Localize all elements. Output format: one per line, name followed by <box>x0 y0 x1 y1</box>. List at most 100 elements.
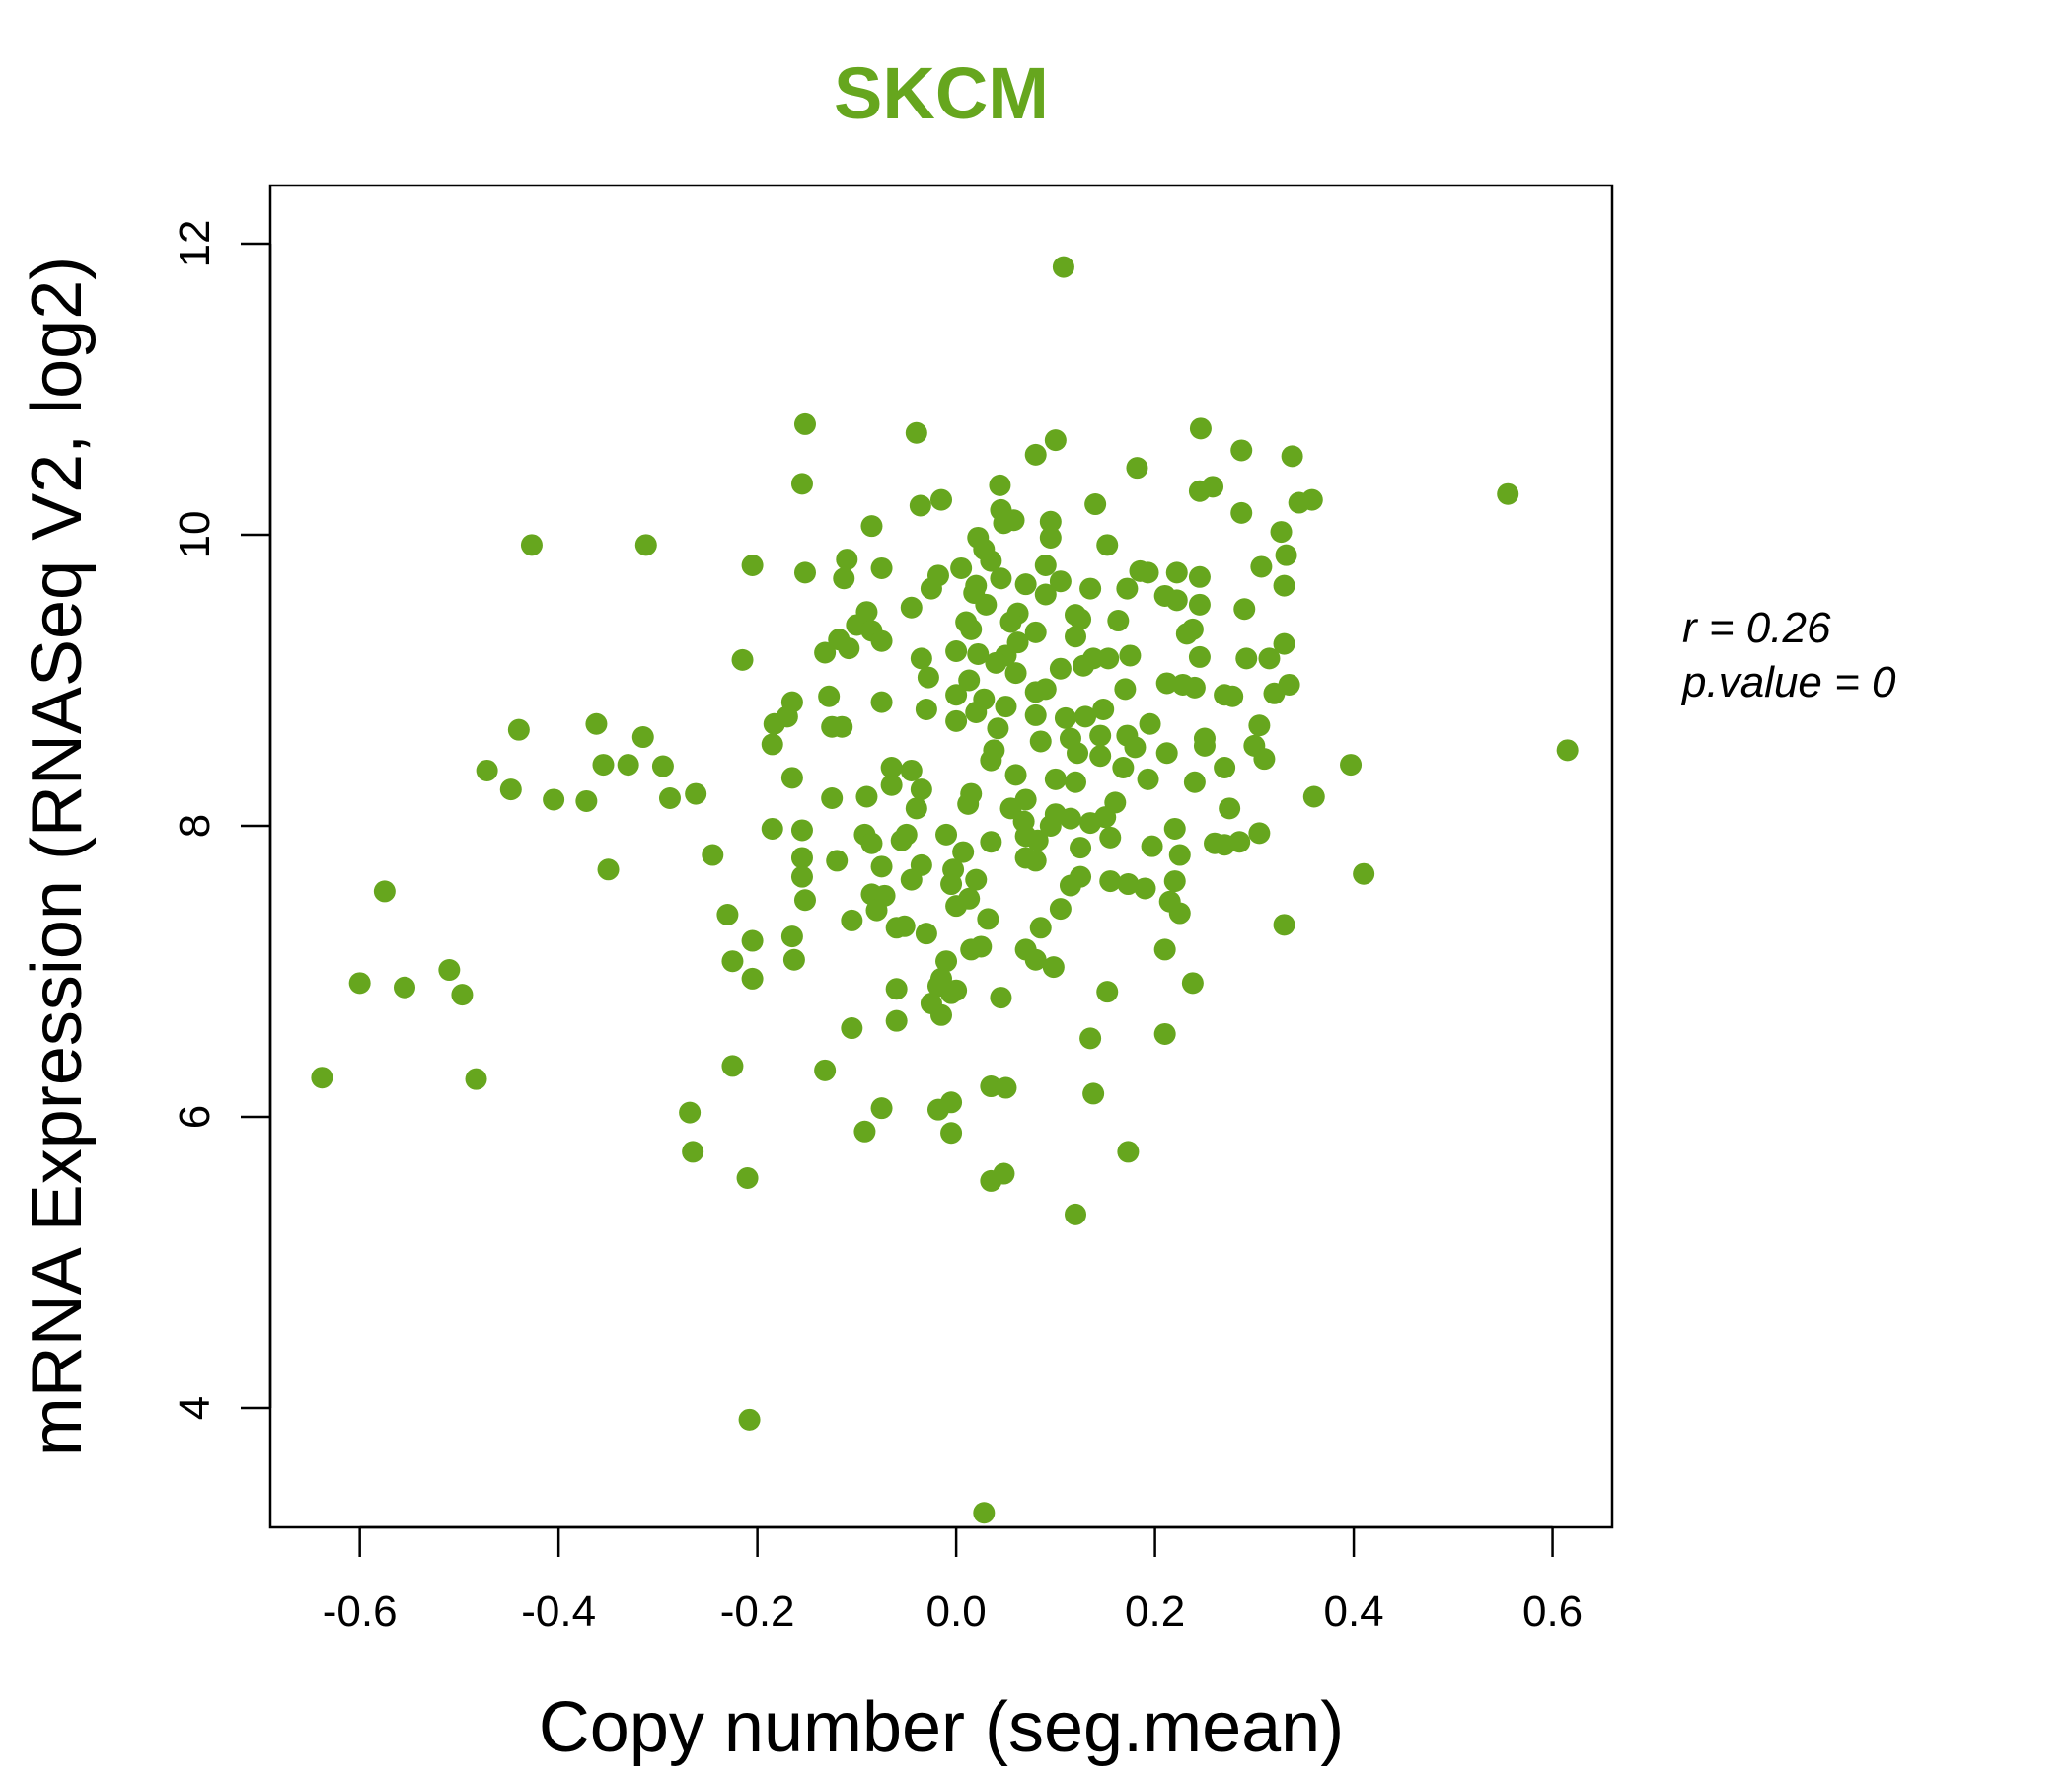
data-point <box>617 754 639 777</box>
data-point <box>952 841 975 863</box>
data-point <box>1250 555 1273 578</box>
data-point <box>1281 445 1303 468</box>
data-point <box>1070 837 1092 859</box>
data-point <box>651 755 674 777</box>
data-point <box>592 754 615 777</box>
data-point <box>995 1076 1017 1099</box>
data-point <box>885 978 908 1000</box>
data-point <box>1049 570 1072 593</box>
data-point <box>1079 1027 1102 1050</box>
data-point <box>930 1003 952 1026</box>
data-point <box>1059 807 1081 830</box>
data-point <box>1089 745 1112 768</box>
data-point <box>1556 739 1579 762</box>
data-point <box>721 950 744 973</box>
data-point <box>910 647 932 670</box>
data-point <box>950 556 973 579</box>
data-point <box>1193 734 1216 757</box>
data-point <box>373 880 396 903</box>
data-point <box>860 515 883 538</box>
data-point <box>1099 870 1122 893</box>
x-tick-label: 0.4 <box>1323 1588 1383 1636</box>
data-point <box>741 929 764 952</box>
data-point <box>957 792 980 815</box>
data-point <box>1137 561 1159 584</box>
data-point <box>826 850 849 872</box>
data-point <box>1126 457 1148 480</box>
data-point <box>900 759 923 781</box>
data-point <box>987 717 1009 740</box>
data-point <box>1073 654 1095 677</box>
data-point <box>1219 797 1241 820</box>
data-point <box>1039 526 1062 549</box>
data-point <box>451 984 474 1006</box>
data-point <box>1340 754 1363 777</box>
data-point <box>1004 662 1027 685</box>
data-point <box>721 1055 744 1077</box>
data-point <box>311 1067 333 1089</box>
data-point <box>885 1009 908 1032</box>
data-point <box>790 865 813 888</box>
x-axis-label: Copy number (seg.mean) <box>539 1688 1344 1767</box>
data-point <box>1065 1203 1086 1225</box>
data-point <box>1067 742 1089 765</box>
data-point <box>780 925 803 948</box>
data-point <box>1353 862 1375 885</box>
data-point <box>1097 647 1120 670</box>
data-point <box>1273 914 1295 936</box>
data-point <box>940 1122 963 1145</box>
data-point <box>915 923 937 945</box>
data-point <box>1163 817 1186 840</box>
data-point <box>1039 815 1062 838</box>
data-point <box>1079 812 1102 835</box>
y-tick-label: 12 <box>171 220 219 268</box>
data-point <box>990 567 1012 590</box>
data-point <box>1070 608 1092 630</box>
data-point <box>1112 757 1135 779</box>
data-point <box>900 868 923 891</box>
data-point <box>1089 724 1112 747</box>
data-point <box>821 715 844 738</box>
data-point <box>1183 771 1206 793</box>
data-point <box>880 757 903 779</box>
data-point <box>348 972 371 995</box>
data-point <box>814 1059 837 1081</box>
y-tick-label: 8 <box>171 814 219 838</box>
data-point <box>1119 644 1142 667</box>
data-point <box>1263 682 1286 704</box>
x-tick-label: 0.2 <box>1125 1588 1185 1636</box>
data-point <box>836 549 858 571</box>
data-point <box>1084 493 1107 516</box>
data-point <box>1024 621 1047 643</box>
data-point <box>870 691 893 713</box>
data-point <box>1074 705 1097 728</box>
data-point <box>1054 706 1076 729</box>
data-point <box>1024 948 1047 971</box>
data-point <box>1059 874 1081 897</box>
data-point <box>507 718 530 741</box>
data-point <box>1288 491 1310 514</box>
data-point <box>1188 593 1211 616</box>
data-point <box>995 696 1017 718</box>
data-point <box>731 648 754 671</box>
data-point <box>1079 577 1102 600</box>
data-point <box>1034 554 1057 576</box>
data-point <box>833 567 855 590</box>
data-points <box>311 256 1579 1524</box>
data-point <box>790 819 813 842</box>
data-point <box>793 889 816 912</box>
data-point <box>1042 956 1065 979</box>
data-point <box>853 1120 876 1143</box>
data-point <box>885 917 908 939</box>
data-point <box>1096 534 1119 556</box>
data-point <box>520 534 543 556</box>
data-point <box>1096 981 1119 1003</box>
data-point <box>394 976 415 999</box>
data-point <box>975 593 998 616</box>
data-point <box>1188 565 1211 588</box>
data-point <box>1117 873 1140 896</box>
data-point <box>1024 850 1047 872</box>
data-point <box>1183 676 1206 699</box>
data-point <box>1235 647 1258 670</box>
data-point <box>1163 870 1186 893</box>
